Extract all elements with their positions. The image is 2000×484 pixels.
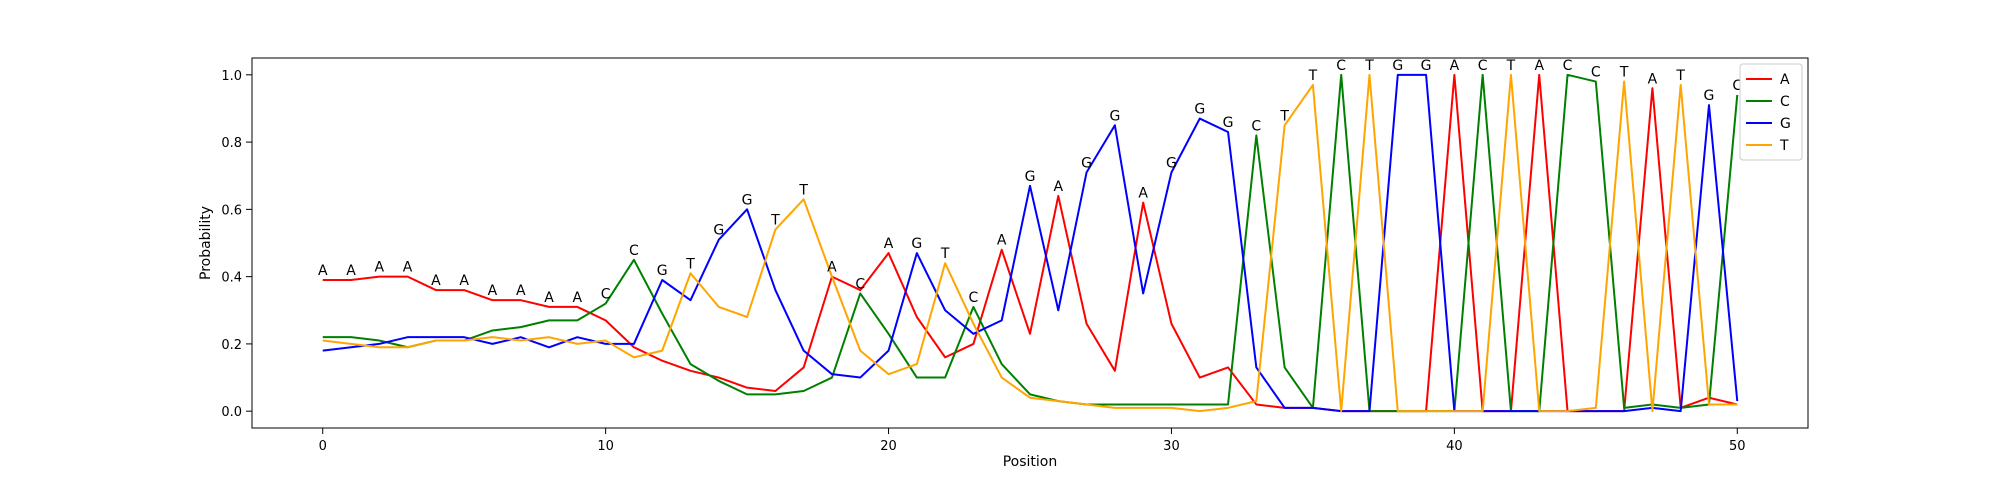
legend-box [1739,63,1803,161]
annotation-label: A [516,283,526,299]
annotation-label: A [884,236,894,252]
annotation-label: A [1054,179,1064,195]
annotation-label: C [1732,78,1742,94]
annotation-label: C [1336,58,1346,74]
annotation-label: T [685,256,695,272]
annotation-label: A [346,263,356,279]
annotation-label: A [318,263,328,279]
x-tick-label: 20 [880,439,897,454]
series-lines [322,73,1739,413]
annotation-label: G [713,223,724,239]
y-tick-label: 0.2 [221,338,242,353]
annotation-label: A [827,260,837,276]
annotation-label: T [798,182,808,198]
annotation-label: T [1619,65,1629,81]
annotation-label: G [657,263,668,279]
annotation-label: T [1506,58,1516,74]
annotation-label: A [1138,186,1148,202]
x-tick-label: 0 [319,439,327,454]
x-tick-label: 50 [1729,439,1746,454]
annotation-label: A [431,273,441,289]
legend-label: A [1780,72,1790,88]
annotation-label: G [742,192,753,208]
annotation-label: A [573,290,583,306]
annotation-label: A [1648,71,1658,87]
annotation-label: C [855,276,865,292]
annotation-label: G [1025,169,1036,185]
x-axis-ticks: 0 10 20 30 40 50 [319,428,1746,454]
annotation-label: A [375,260,385,276]
annotation-label: T [940,246,950,262]
y-tick-label: 0.0 [221,405,242,420]
x-tick-label: 10 [597,439,614,454]
annotation-label: T [770,213,780,229]
x-tick-label: 30 [1163,439,1180,454]
annotation-label: A [1450,58,1460,74]
annotation-label: G [1392,58,1403,74]
y-tick-label: 0.4 [221,271,242,286]
annotation-label: A [488,283,498,299]
annotation-label: G [911,236,922,252]
annotation-label: G [1704,88,1715,104]
y-tick-label: 0.6 [221,203,242,218]
plot-frame [251,57,1809,429]
annotation-label: C [1563,58,1573,74]
annotation-label: T [1675,68,1685,84]
annotation-label: G [1194,102,1205,118]
annotation-label: C [1478,58,1488,74]
annotation-label: C [601,287,611,303]
legend-label: C [1780,94,1790,110]
y-axis-ticks: 0.0 0.2 0.4 0.6 0.8 1.0 [221,69,252,420]
series-line-T [322,73,1738,413]
legend-label: T [1779,138,1789,154]
annotation-label: G [1421,58,1432,74]
annotation-label: A [1534,58,1544,74]
annotation-label: C [969,290,979,306]
annotation-label: G [1109,108,1120,124]
annotation-label: G [1081,155,1092,171]
annotation-label: C [629,243,639,259]
legend-label: G [1780,116,1791,132]
annotations: A A A A A A A A A A C C G T G G T T A C A G T C A G A G G A G G G C T T C T G G… [318,58,1742,306]
annotation-label: A [403,260,413,276]
series-line-C [322,73,1739,413]
annotation-label: A [459,273,469,289]
x-axis-label: Position [1003,454,1058,470]
y-axis-label: Probability [198,206,214,280]
annotation-label: G [1223,115,1234,131]
annotation-label: T [1308,68,1318,84]
annotation-label: C [1251,118,1261,134]
annotation-label: A [997,233,1007,249]
y-tick-label: 1.0 [221,69,242,84]
annotation-label: A [544,290,554,306]
annotation-label: T [1279,108,1289,124]
annotation-label: C [1591,65,1601,81]
annotation-label: G [1166,155,1177,171]
x-tick-label: 40 [1446,439,1463,454]
annotation-label: T [1364,58,1374,74]
series-line-G [322,73,1739,413]
y-tick-label: 0.8 [221,136,242,151]
